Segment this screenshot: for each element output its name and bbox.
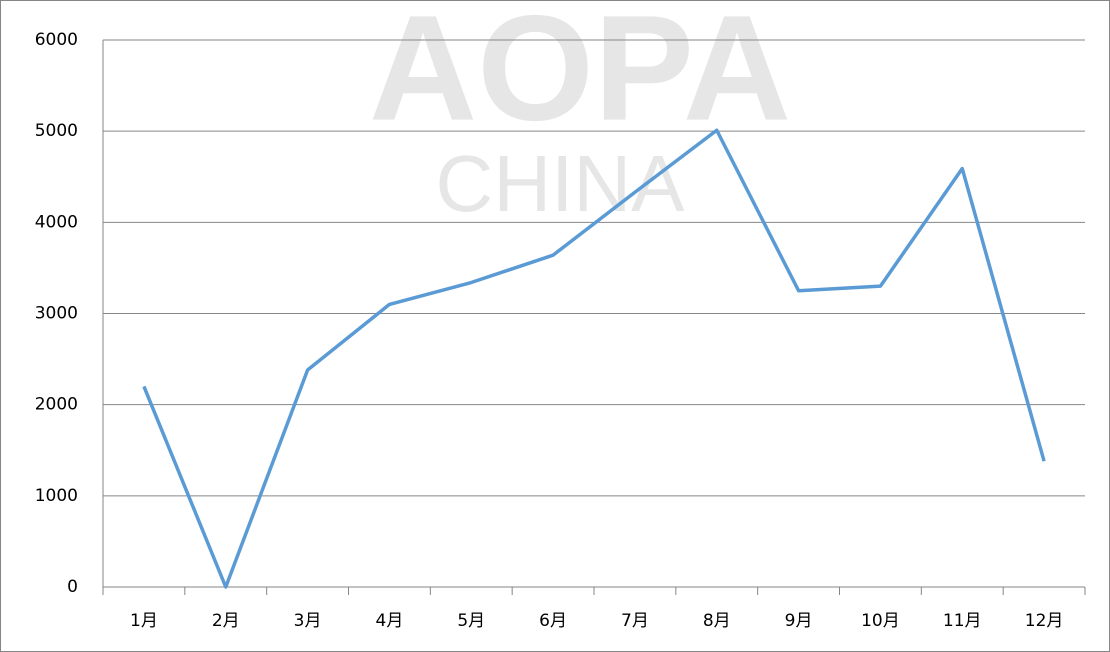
y-tick-label: 6000 <box>35 30 78 50</box>
y-tick-label: 4000 <box>35 212 78 232</box>
x-tick-label: 7月 <box>621 611 649 631</box>
x-tick-label: 5月 <box>457 611 485 631</box>
y-tick-label: 0 <box>67 577 78 597</box>
x-tick-label: 11月 <box>943 611 982 631</box>
x-tick-label: 6月 <box>539 611 567 631</box>
watermark: AOPA <box>369 0 791 152</box>
x-tick-label: 9月 <box>785 611 813 631</box>
x-tick-label: 12月 <box>1025 611 1064 631</box>
y-tick-label: 5000 <box>35 121 78 141</box>
x-tick-label: 10月 <box>861 611 900 631</box>
y-tick-label: 1000 <box>35 486 78 506</box>
x-tick-label: 1月 <box>130 611 158 631</box>
x-tick-label: 3月 <box>294 611 322 631</box>
x-tick-label: 4月 <box>376 611 404 631</box>
x-tick-label: 2月 <box>212 611 240 631</box>
y-tick-label: 3000 <box>35 304 78 324</box>
y-tick-label: 2000 <box>35 395 78 415</box>
series-line <box>142 128 1046 589</box>
x-tick-label: 8月 <box>703 611 731 631</box>
